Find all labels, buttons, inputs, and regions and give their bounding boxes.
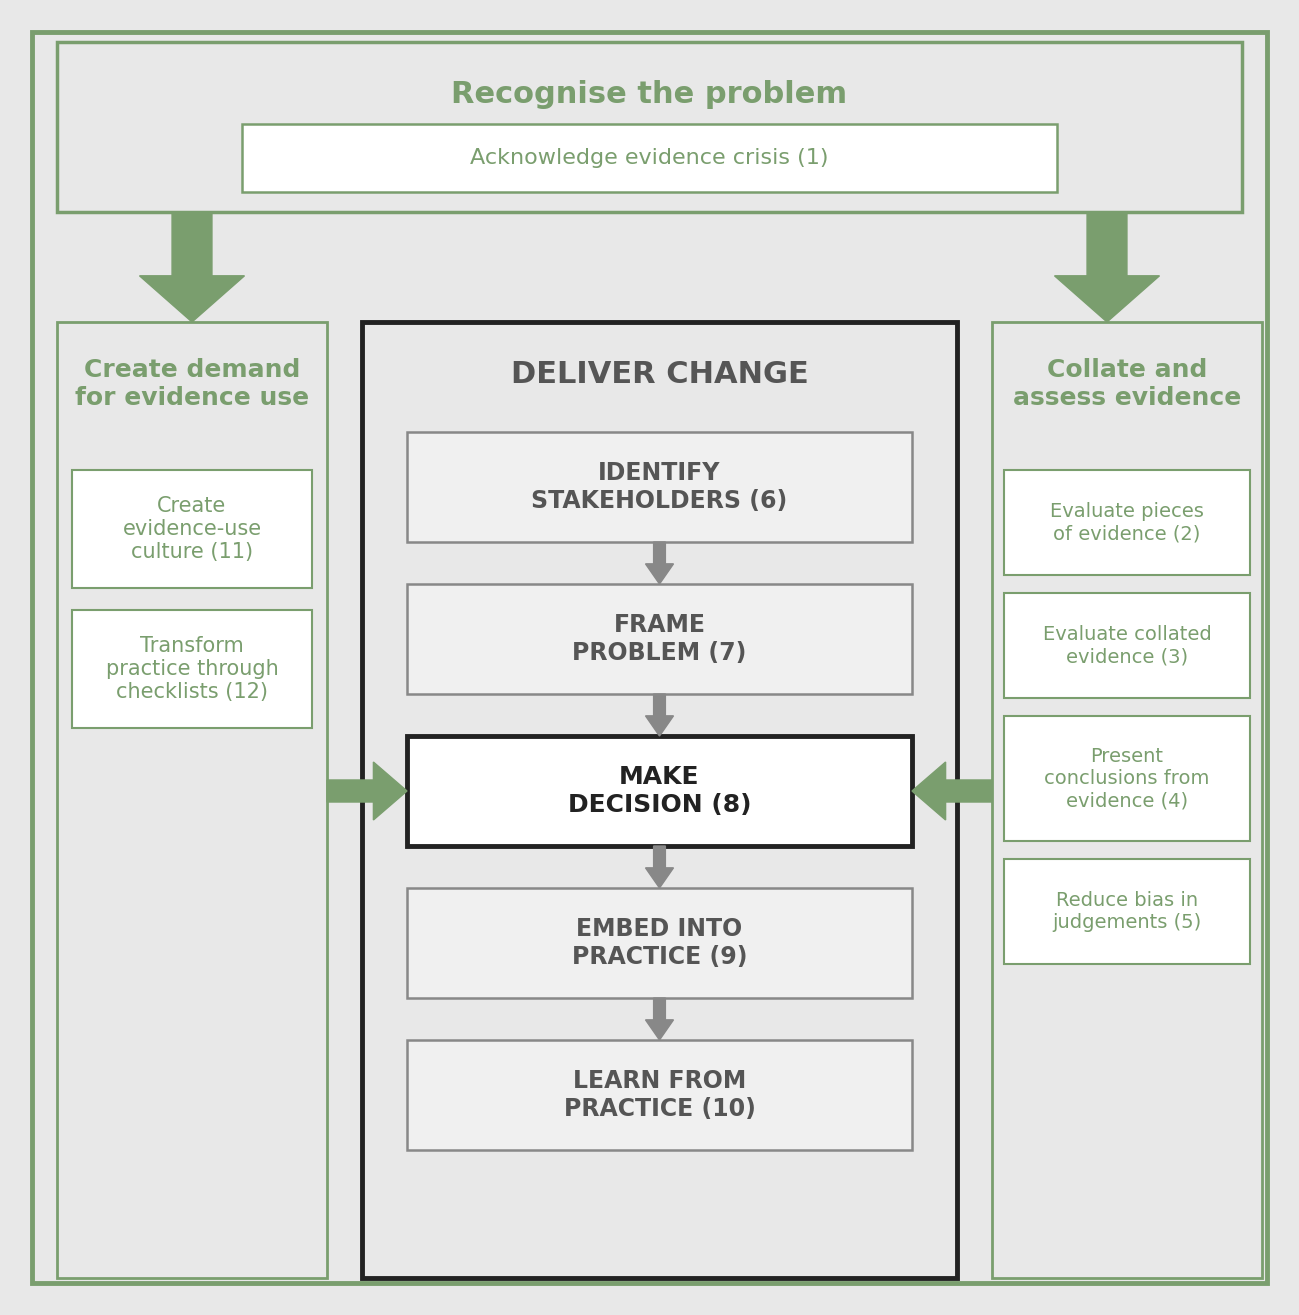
Bar	[992, 322, 1263, 1278]
Bar	[407, 736, 912, 846]
Bar	[71, 469, 312, 588]
Bar	[362, 322, 957, 1278]
Text: Reduce bias in
judgements (5): Reduce bias in judgements (5)	[1052, 892, 1202, 932]
Bar	[407, 584, 912, 694]
Bar	[1004, 715, 1250, 842]
Text: MAKE
DECISION (8): MAKE DECISION (8)	[568, 765, 751, 817]
Text: Recognise the problem: Recognise the problem	[452, 79, 847, 109]
Text: FRAME
PROBLEM (7): FRAME PROBLEM (7)	[573, 613, 747, 665]
Text: Evaluate pieces
of evidence (2): Evaluate pieces of evidence (2)	[1050, 502, 1204, 543]
Polygon shape	[327, 761, 407, 821]
Polygon shape	[912, 761, 992, 821]
Text: DELIVER CHANGE: DELIVER CHANGE	[511, 359, 808, 388]
Bar	[71, 610, 312, 729]
Bar	[407, 433, 912, 542]
Text: Acknowledge evidence crisis (1): Acknowledge evidence crisis (1)	[470, 149, 829, 168]
Polygon shape	[646, 998, 673, 1040]
Polygon shape	[1055, 212, 1160, 322]
Text: Transform
practice through
checklists (12): Transform practice through checklists (1…	[105, 635, 278, 702]
Bar	[1004, 859, 1250, 964]
Bar	[242, 124, 1057, 192]
Text: LEARN FROM
PRACTICE (10): LEARN FROM PRACTICE (10)	[564, 1069, 756, 1120]
Text: Evaluate collated
evidence (3): Evaluate collated evidence (3)	[1043, 625, 1212, 665]
Polygon shape	[646, 694, 673, 736]
Text: EMBED INTO
PRACTICE (9): EMBED INTO PRACTICE (9)	[572, 917, 747, 969]
Polygon shape	[646, 846, 673, 888]
Bar	[407, 1040, 912, 1151]
Text: Create demand
for evidence use: Create demand for evidence use	[75, 358, 309, 410]
Text: Create
evidence-use
culture (11): Create evidence-use culture (11)	[122, 496, 261, 563]
Bar	[1004, 593, 1250, 698]
Bar	[57, 42, 1242, 212]
Text: Present
conclusions from
evidence (4): Present conclusions from evidence (4)	[1044, 747, 1209, 810]
Bar	[1004, 469, 1250, 575]
Bar	[57, 322, 327, 1278]
Polygon shape	[646, 542, 673, 584]
Text: Collate and
assess evidence: Collate and assess evidence	[1013, 358, 1241, 410]
Text: IDENTIFY
STAKEHOLDERS (6): IDENTIFY STAKEHOLDERS (6)	[531, 462, 787, 513]
Polygon shape	[139, 212, 244, 322]
Bar	[407, 888, 912, 998]
